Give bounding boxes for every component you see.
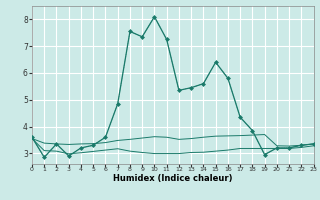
X-axis label: Humidex (Indice chaleur): Humidex (Indice chaleur)	[113, 174, 233, 183]
